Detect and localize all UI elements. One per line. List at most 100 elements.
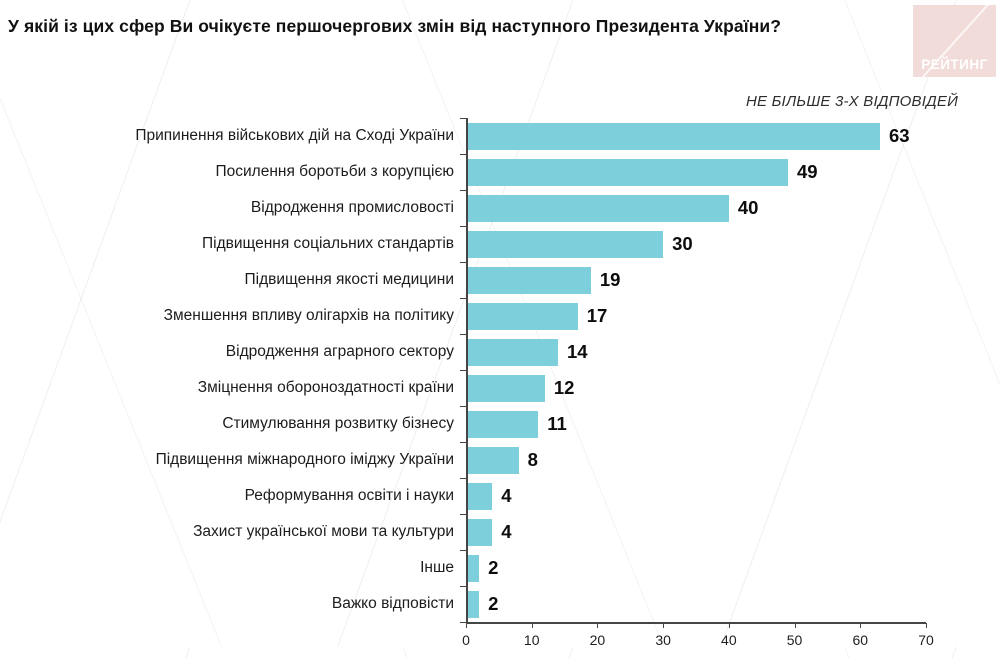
value-label: 14 (567, 341, 588, 362)
y-axis-tick (460, 406, 466, 407)
bar-row: Відродження аграрного сектору 14 (0, 334, 926, 370)
value-label: 17 (586, 305, 608, 326)
x-axis-tick-label: 10 (523, 632, 540, 648)
x-axis-tick-label: 20 (589, 632, 606, 648)
x-axis-tick (926, 623, 927, 628)
y-axis-tick (460, 514, 466, 515)
bar-track: 19 (466, 262, 926, 298)
y-axis-tick (460, 334, 466, 335)
bar (466, 554, 480, 582)
y-axis-tick (460, 154, 466, 155)
x-axis-tick (728, 623, 730, 628)
page-title: У якій із цих сфер Ви очікуєте першочерг… (8, 16, 782, 36)
bar-track: 4 (466, 514, 926, 550)
category-label: Стимулювання розвитку бізнесу (222, 415, 454, 432)
bar-track: 8 (466, 442, 926, 478)
x-axis-tick (597, 623, 599, 628)
value-label: 4 (501, 485, 512, 506)
bar-row: Відродження промисловості 40 (0, 190, 926, 226)
x-axis-tick-label: 40 (721, 632, 737, 648)
x-axis-tick (794, 623, 796, 628)
category-label: Захист української мови та культури (193, 523, 454, 540)
bar (466, 518, 493, 546)
x-axis-tick-label: 70 (918, 632, 934, 648)
category-label: Відродження промисловості (250, 199, 454, 216)
category-label: Зміцнення обороноздатності країни (197, 379, 454, 396)
bar-row: Стимулювання розвитку бізнесу 11 (0, 406, 926, 442)
bar-track: 14 (466, 334, 926, 370)
logo-text: РЕЙТИНГ (921, 57, 988, 72)
category-label: Посилення боротьби з корупцією (215, 163, 454, 180)
x-axis-tick-label: 0 (462, 632, 470, 648)
category-label: Підвищення якості медицини (244, 271, 455, 288)
y-axis-tick (460, 442, 466, 443)
bar (466, 482, 493, 510)
y-axis-tick (460, 298, 466, 299)
bar-track: 63 (466, 118, 926, 154)
value-label: 2 (488, 593, 499, 614)
bar-track: 40 (466, 190, 926, 226)
bar (466, 266, 591, 294)
y-axis-tick (460, 586, 466, 587)
category-label: Припинення військових дій на Сході Украї… (135, 127, 454, 144)
bar (466, 374, 545, 402)
category-label: Реформування освіти і науки (244, 487, 454, 504)
bar (466, 338, 558, 366)
bar-row: Посилення боротьби з корупцією 49 (0, 154, 926, 190)
category-label: Інше (420, 559, 454, 576)
y-axis-tick (460, 226, 466, 227)
bar (466, 446, 519, 474)
x-axis-tick (466, 623, 467, 628)
value-label: 2 (488, 557, 499, 578)
chart-note: НЕ БІЛЬШЕ 3-Х ВІДПОВІДЕЙ (745, 93, 958, 110)
bar-track: 11 (466, 406, 926, 442)
y-axis-tick (460, 118, 466, 119)
bar-row: Інше 2 (0, 550, 926, 586)
value-label: 63 (889, 125, 910, 146)
value-label: 12 (553, 377, 575, 398)
y-axis-line (466, 118, 468, 623)
category-label: Важко відповісти (331, 595, 454, 612)
bar-track: 49 (466, 154, 926, 190)
bar (466, 230, 664, 258)
x-axis-tick (531, 623, 533, 628)
bar-chart: Припинення військових дій на Сході Украї… (0, 118, 934, 658)
category-label: Відродження аграрного сектору (225, 343, 454, 360)
bar-track: 2 (466, 586, 926, 622)
bar (466, 158, 788, 186)
value-label: 19 (599, 269, 621, 290)
bar-row: Припинення військових дій на Сході Украї… (0, 118, 926, 154)
bar (466, 410, 539, 438)
bar-row: Захист української мови та культури 4 (0, 514, 926, 550)
x-axis-tick-label: 60 (852, 632, 869, 648)
y-axis-tick (460, 622, 466, 623)
bar (466, 590, 480, 618)
x-axis-tick-label: 30 (655, 632, 671, 648)
y-axis-tick (460, 478, 466, 479)
value-label: 4 (501, 521, 512, 542)
x-axis-tick (663, 623, 665, 628)
value-label: 11 (547, 413, 567, 434)
bar-track: 2 (466, 550, 926, 586)
value-label: 49 (797, 161, 818, 182)
bar-track: 17 (466, 298, 926, 334)
y-axis-tick (460, 550, 466, 551)
bar-track: 12 (466, 370, 926, 406)
value-label: 40 (737, 197, 759, 218)
bar-track: 4 (466, 478, 926, 514)
value-label: 30 (672, 233, 693, 254)
x-axis-tick-label: 50 (786, 632, 803, 648)
y-axis-tick (460, 262, 466, 263)
bar-row: Підвищення якості медицини 19 (0, 262, 926, 298)
bar-track: 30 (466, 226, 926, 262)
bar-rows: Припинення військових дій на Сході Украї… (0, 118, 926, 622)
bar (466, 194, 729, 222)
x-axis-line (466, 622, 926, 624)
y-axis-tick (460, 190, 466, 191)
bar-row: Реформування освіти і науки 4 (0, 478, 926, 514)
bar (466, 122, 880, 150)
category-label: Зменшення впливу олігархів на політику (163, 307, 454, 324)
bar (466, 302, 578, 330)
category-label: Підвищення міжнародного іміджу України (155, 451, 454, 468)
y-axis-tick (460, 370, 466, 371)
